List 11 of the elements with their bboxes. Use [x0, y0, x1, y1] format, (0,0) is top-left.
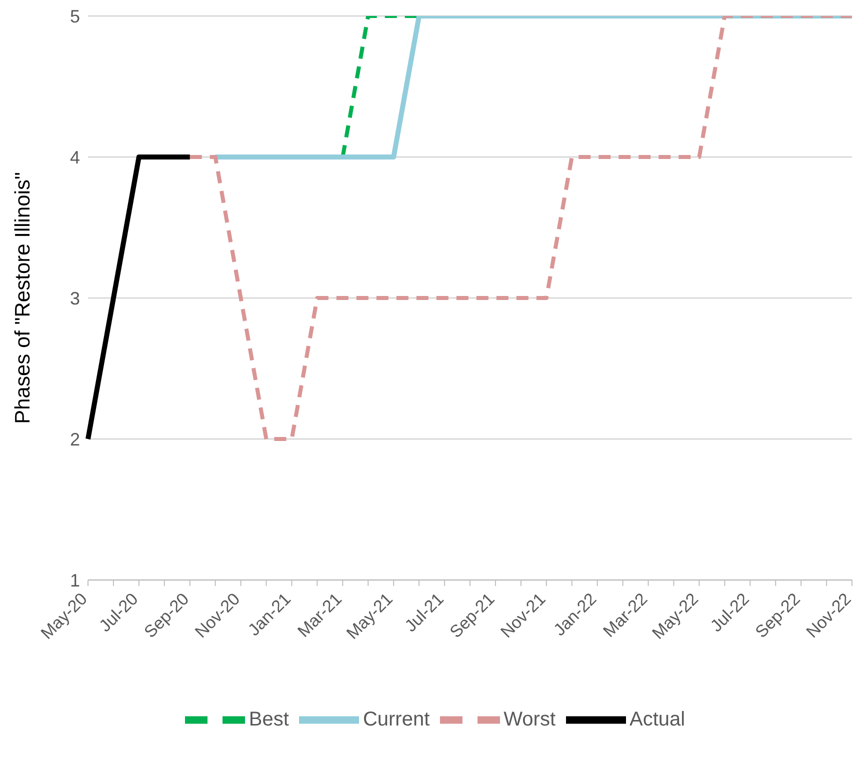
- legend-label: Best: [248, 708, 289, 730]
- legend-label: Current: [362, 708, 430, 730]
- legend-label: Worst: [504, 708, 556, 730]
- legend-label: Actual: [630, 708, 686, 730]
- y-tick-label: 5: [70, 6, 80, 26]
- y-tick-label: 4: [70, 147, 80, 168]
- line-series: [188, 16, 854, 441]
- y-axis-title: Phases of "Restore Illinois": [11, 172, 34, 424]
- y-tick-label: 2: [70, 429, 80, 450]
- y-tick-label: 3: [70, 288, 80, 308]
- y-tick-label: 1: [70, 570, 80, 590]
